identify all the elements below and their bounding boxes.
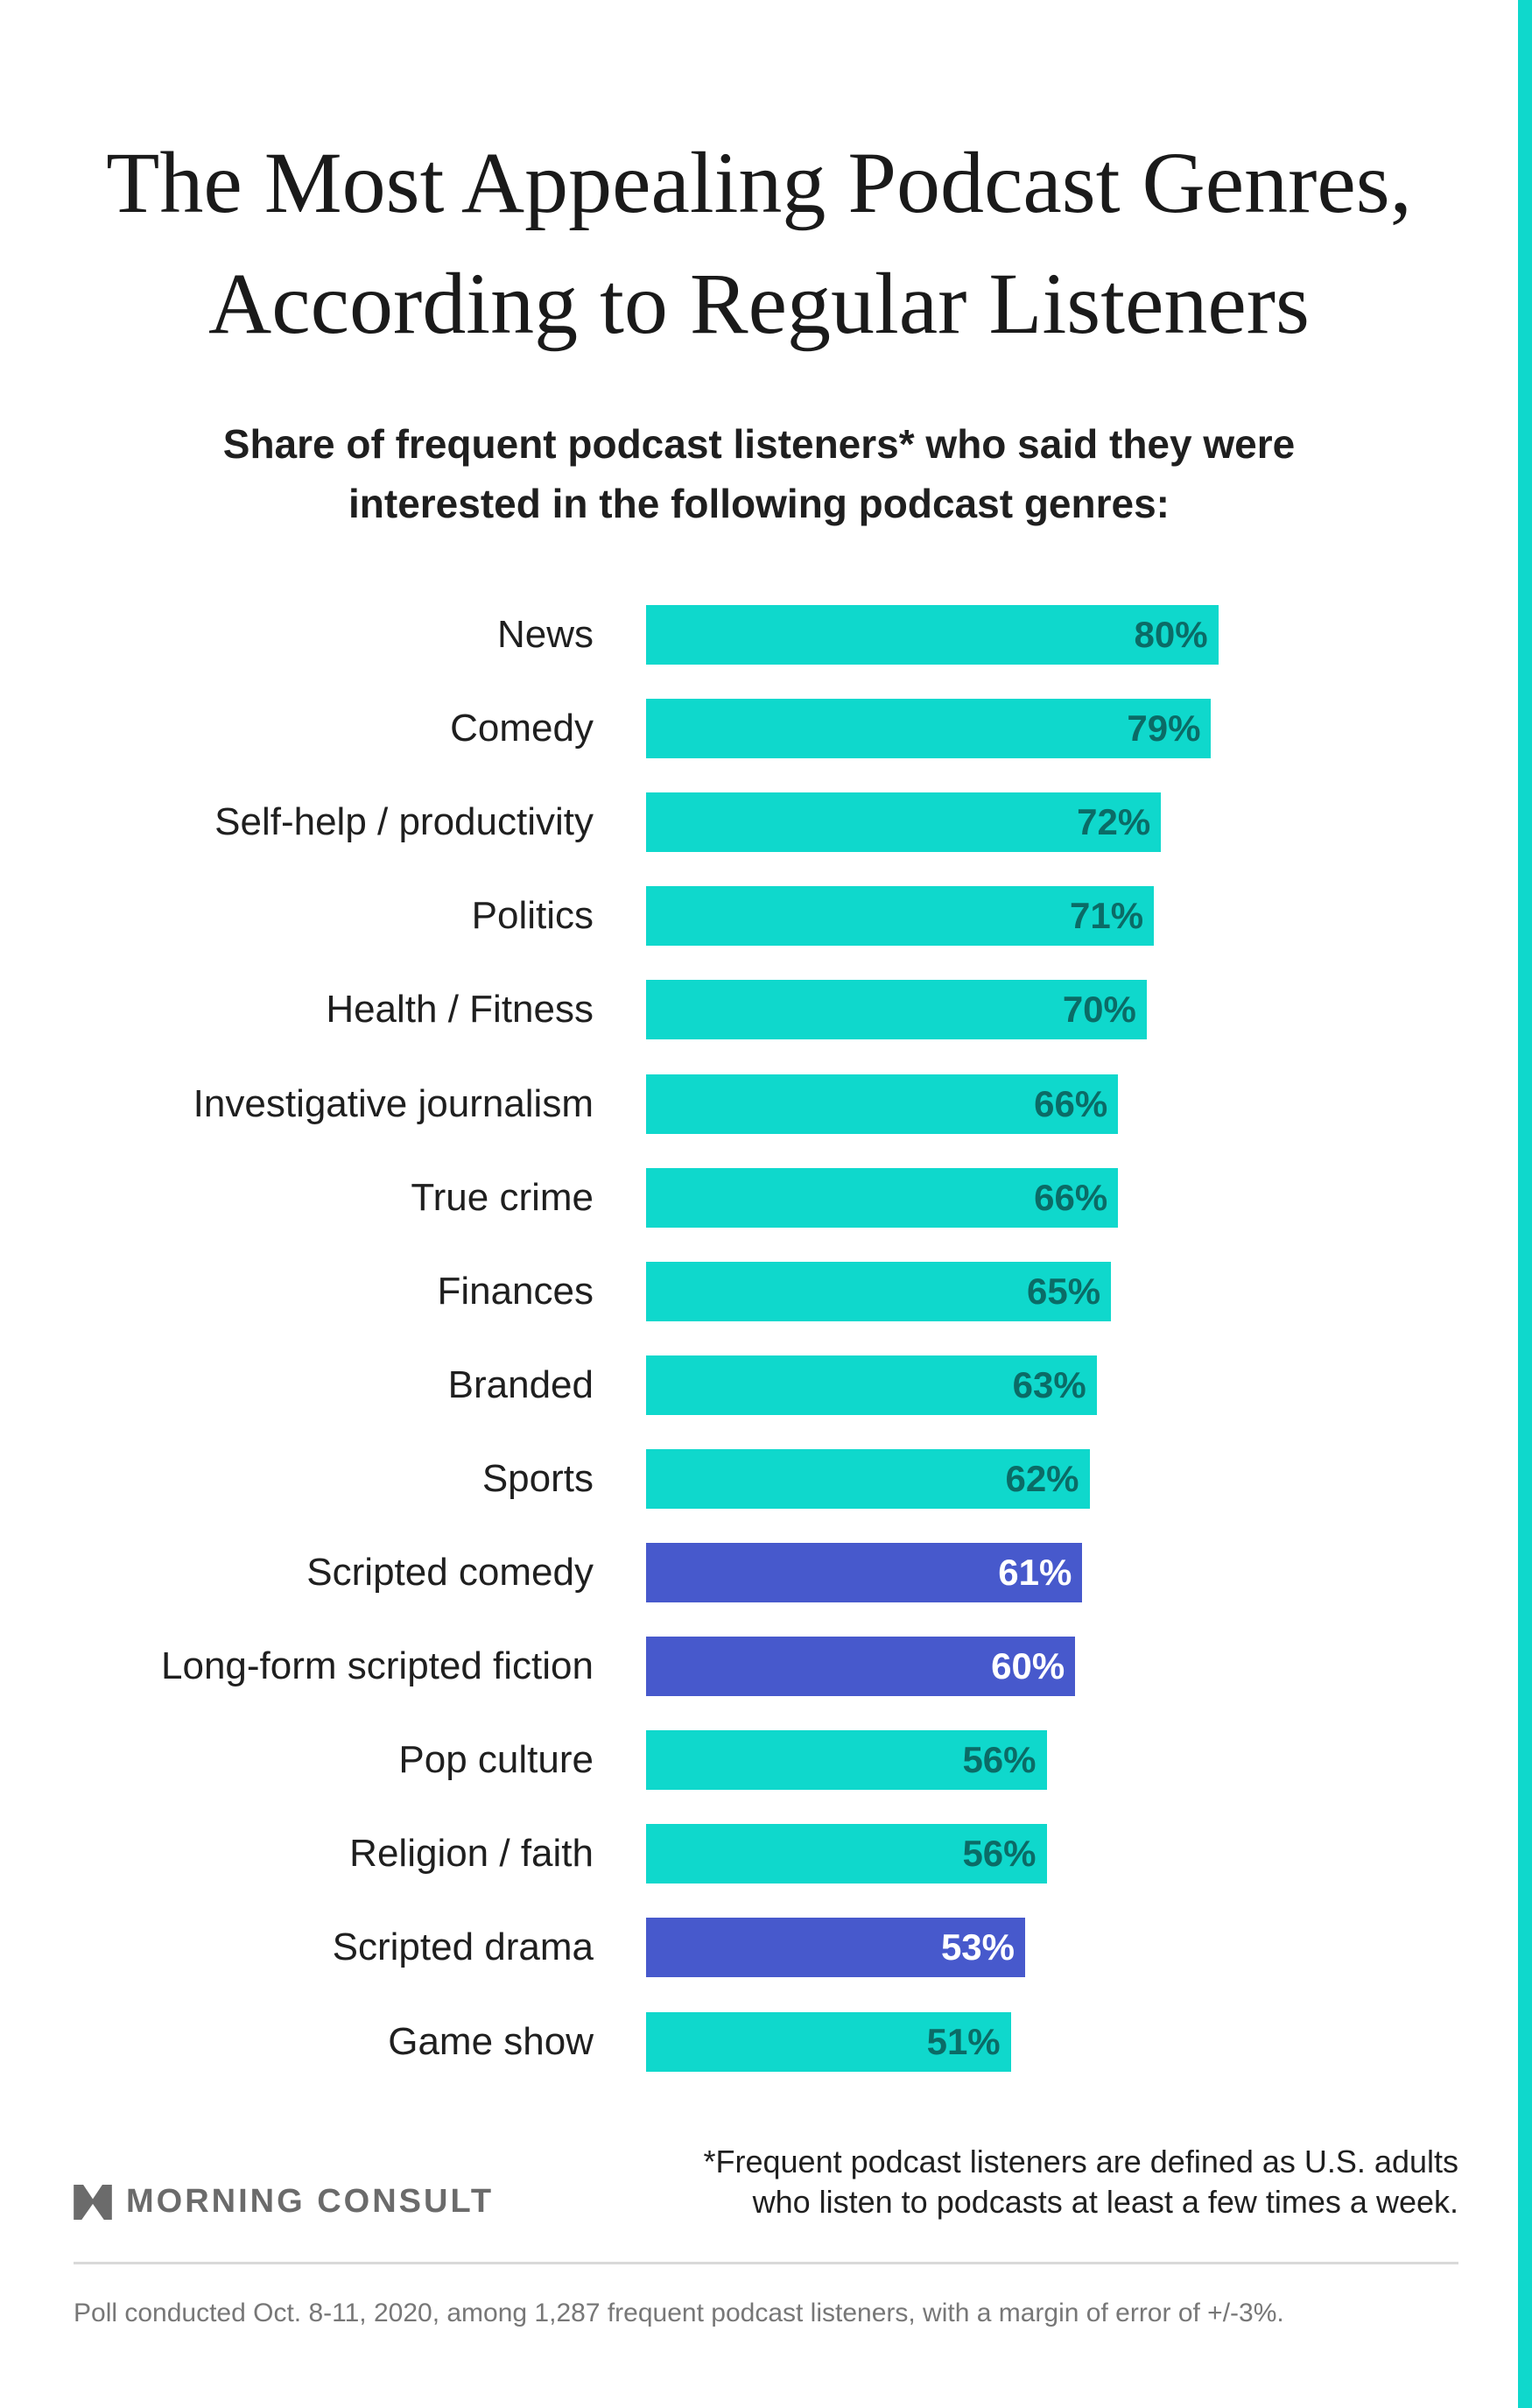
title-line-1: The Most Appealing Podcast Genres,	[106, 134, 1412, 231]
value-label: 80%	[1134, 614, 1208, 655]
category-label: Politics	[471, 894, 594, 938]
category-label: Branded	[447, 1362, 594, 1406]
bar	[646, 1448, 1090, 1509]
bar	[646, 792, 1162, 853]
value-label: 71%	[1070, 895, 1144, 937]
bar	[646, 1637, 1076, 1697]
value-label: 61%	[998, 1552, 1072, 1593]
value-label: 65%	[1026, 1270, 1101, 1312]
bar	[646, 699, 1212, 759]
title-line-2: According to Regular Listeners	[208, 255, 1310, 352]
footnote: *Frequent podcast listeners are defined …	[704, 2142, 1459, 2222]
value-label: 66%	[1034, 1082, 1108, 1124]
bar	[646, 886, 1155, 947]
value-label: 79%	[1127, 708, 1201, 750]
bar	[646, 1355, 1097, 1415]
value-label: 60%	[991, 1645, 1065, 1687]
category-label: Pop culture	[398, 1738, 594, 1782]
bar	[646, 1730, 1047, 1791]
accent-rail	[1518, 0, 1532, 2408]
bar	[646, 1074, 1119, 1134]
value-label: 56%	[962, 1833, 1037, 1875]
bar	[646, 1261, 1112, 1321]
bar-chart: News 80% Comedy 79% Self-help / productivity…	[161, 605, 1219, 2072]
category-label: Game show	[388, 2019, 594, 2063]
value-label: 51%	[926, 2020, 1001, 2062]
bar	[646, 605, 1219, 665]
value-label: 53%	[940, 1926, 1015, 1968]
category-label: Finances	[437, 1269, 594, 1313]
value-label: 70%	[1062, 989, 1136, 1031]
chart-subtitle: Share of frequent podcast listeners* who…	[0, 414, 1518, 533]
category-label: Religion / faith	[349, 1832, 594, 1876]
footnote-line-2: who listen to podcasts at least a few ti…	[752, 2184, 1458, 2220]
bar	[646, 980, 1147, 1040]
chart-title: The Most Appealing Podcast Genres, Accor…	[0, 123, 1518, 364]
value-label: 72%	[1077, 801, 1151, 843]
category-label: News	[496, 613, 594, 656]
category-label: Scripted drama	[332, 1926, 594, 1969]
footer-divider	[74, 2262, 1458, 2264]
bar	[646, 2011, 1011, 2072]
category-label: Scripted comedy	[306, 1551, 594, 1594]
footnote-line-1: *Frequent podcast listeners are defined …	[703, 2144, 1459, 2179]
bar	[646, 1824, 1047, 1884]
category-label: Investigative journalism	[193, 1081, 594, 1125]
logo-text: MORNING CONSULT	[126, 2183, 495, 2220]
category-label: True crime	[411, 1175, 594, 1219]
poll-note: Poll conducted Oct. 8-11, 2020, among 1,…	[74, 2299, 1284, 2327]
value-label: 56%	[962, 1739, 1037, 1781]
category-label: Health / Fitness	[326, 988, 594, 1031]
value-label: 66%	[1034, 1176, 1108, 1218]
bar	[646, 1543, 1083, 1602]
subtitle-line-2: interested in the following podcast genr…	[348, 481, 1170, 526]
category-label: Long-form scripted fiction	[161, 1644, 594, 1688]
subtitle-line-1: Share of frequent podcast listeners* who…	[222, 421, 1296, 467]
morning-consult-logo: MORNING CONSULT	[74, 2183, 494, 2221]
value-label: 63%	[1012, 1363, 1086, 1405]
category-label: Sports	[481, 1456, 594, 1500]
category-label: Comedy	[450, 707, 594, 750]
morning-consult-m-icon	[74, 2184, 112, 2220]
bar	[646, 1167, 1119, 1228]
value-label: 62%	[1005, 1457, 1079, 1499]
category-label: Self-help / productivity	[214, 800, 594, 844]
bar	[646, 1918, 1025, 1978]
